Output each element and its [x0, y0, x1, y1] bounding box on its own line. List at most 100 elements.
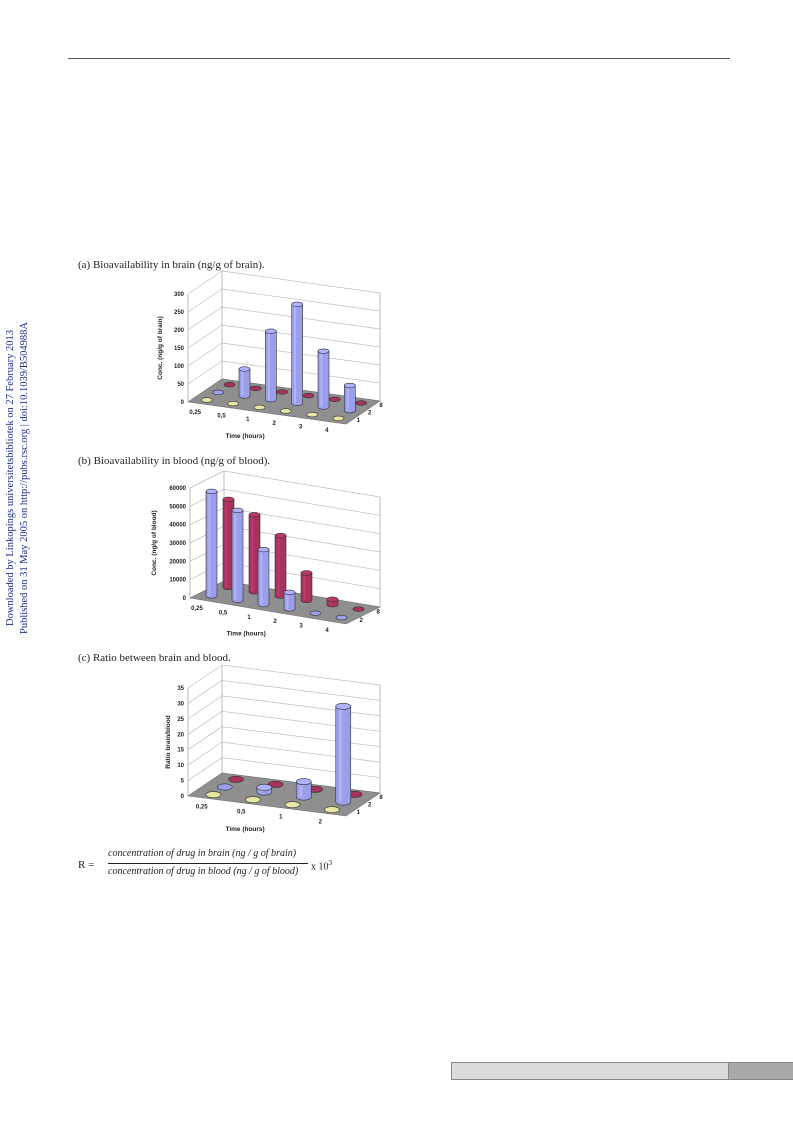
- data-bar: [256, 783, 273, 796]
- bar-body: [257, 549, 270, 608]
- depth-tick-label: 8: [379, 795, 383, 801]
- bar-top: [257, 546, 270, 553]
- bar-highlight: [339, 706, 342, 802]
- y-tick-label: 40000: [169, 523, 186, 529]
- x-axis-title: Time (hours): [225, 826, 264, 833]
- figure-caption-a: (a) Bioavailability in brain (ng/g of br…: [78, 259, 265, 271]
- gridline-back: [221, 710, 381, 732]
- bar-highlight: [346, 385, 349, 411]
- bar-highlight: [277, 535, 280, 597]
- formula-multiplier-text: x 10: [311, 861, 329, 873]
- publication-line: Published on 31 May 2005 on http://pubs.…: [19, 322, 30, 634]
- chart-floor: [187, 378, 381, 425]
- x-tick-label: 3: [299, 425, 303, 431]
- bar-top: [344, 382, 356, 389]
- y-tick-label: 60000: [169, 486, 186, 492]
- y-tick-label: 200: [174, 328, 185, 334]
- chart-brain-blood-ratio: 0 5 10 15 20 25 30 35 0,25 0,5 1 2 8 2 1 Ratio brain/bl…: [165, 664, 383, 833]
- bar-highlight: [260, 549, 263, 605]
- data-bar: [344, 382, 356, 414]
- x-tick-label: 2: [273, 619, 277, 625]
- figure-caption-c: (c) Ratio between brain and blood.: [78, 652, 231, 664]
- depth-tick-label: 8: [379, 403, 383, 409]
- y-tick-label: 30: [177, 701, 184, 707]
- x-tick-label: 0,25: [191, 606, 203, 612]
- y-tick-label: 35: [177, 686, 184, 692]
- formula-exponent: 3: [328, 859, 333, 867]
- depth-tick-label: 1: [357, 810, 361, 816]
- y-axis-title: Conc. (ng/g of blood): [151, 510, 158, 575]
- y-tick-label: 20000: [169, 559, 186, 565]
- x-tick-label: 0,25: [189, 410, 201, 416]
- zero-value-disc: [276, 389, 288, 395]
- x-tick-label: 4: [325, 428, 329, 434]
- gridline-side: [187, 342, 223, 367]
- download-line: Downloaded by Linkopings universitetsbib…: [5, 330, 16, 627]
- gridline-side: [187, 306, 223, 331]
- bar-highlight: [251, 514, 254, 592]
- gridline-side: [187, 757, 223, 781]
- bar-top: [335, 702, 352, 710]
- bar-top: [317, 348, 330, 354]
- formula-numerator: concentration of drug in brain (ng / g o…: [108, 848, 297, 859]
- zero-value-disc: [250, 385, 262, 391]
- bar-highlight: [241, 369, 244, 396]
- y-tick-label: 100: [174, 364, 185, 370]
- depth-tick-label: 1: [357, 418, 361, 424]
- depth-tick-label: 2: [368, 803, 372, 809]
- bar-highlight: [234, 510, 237, 601]
- ratio-formula: R = concentration of drug in brain (ng /…: [78, 846, 408, 882]
- x-tick-label: 2: [319, 820, 323, 826]
- data-bar: [265, 328, 277, 403]
- x-axis-title: Time (hours): [225, 433, 264, 440]
- zero-value-disc: [267, 780, 284, 788]
- chart-blood-bioavailability: 0 10000 20000 30000 40000 50000 60000 0,25 0,5 1 2…: [151, 470, 381, 638]
- header-rule: [68, 58, 730, 59]
- gridline-side: [187, 288, 223, 313]
- data-bar: [317, 348, 330, 410]
- gridline-back: [221, 680, 381, 701]
- x-tick-label: 0,25: [196, 805, 208, 811]
- bar-body: [317, 350, 330, 410]
- y-tick-label: 50: [177, 382, 184, 388]
- bar-top: [300, 570, 313, 576]
- y-tick-label: 30000: [169, 541, 186, 547]
- gridline-side: [187, 710, 223, 735]
- zero-value-disc: [201, 397, 213, 403]
- x-tick-label: 4: [325, 628, 329, 634]
- footer-bar: [451, 1062, 729, 1080]
- bar-body: [231, 510, 244, 603]
- gridline-back: [221, 741, 381, 763]
- depth-tick-label: 2: [368, 411, 372, 417]
- bar-body: [205, 491, 218, 599]
- bar-top: [256, 783, 273, 791]
- bar-top: [231, 507, 244, 514]
- bar-highlight: [320, 351, 323, 407]
- gridline-back: [221, 726, 381, 748]
- data-bar: [205, 488, 218, 599]
- y-tick-label: 10: [177, 763, 184, 769]
- bar-body: [238, 368, 251, 399]
- y-tick-label: 0: [181, 794, 185, 800]
- y-tick-label: 5: [181, 779, 185, 785]
- bar-top: [326, 596, 339, 602]
- x-axis-title: Time (hours): [227, 631, 266, 638]
- bar-highlight: [286, 592, 289, 609]
- zero-value-disc: [227, 401, 239, 407]
- gridline-side: [189, 470, 225, 489]
- y-tick-label: 0: [181, 400, 185, 406]
- bar-body: [265, 330, 277, 403]
- formula-denominator: concentration of drug in blood (ng / g o…: [108, 866, 299, 877]
- y-tick-label: 25: [177, 717, 184, 723]
- x-tick-label: 1: [279, 815, 283, 821]
- y-axis-title: Conc. (ng/g of brain): [157, 316, 164, 380]
- x-tick-label: 0,5: [217, 414, 226, 420]
- chart-brain-bioavailability: 0 50 100 150 200 250 300 0,25 0,5 1 2 3 4 8 2 1 Conc. (n…: [157, 270, 383, 440]
- x-tick-label: 1: [246, 417, 250, 423]
- bar-body: [283, 592, 296, 612]
- zero-value-disc: [216, 783, 233, 791]
- download-watermark: Downloaded by Linkopings universitetsbib…: [4, 318, 40, 638]
- gridline-side: [187, 270, 223, 295]
- zero-value-disc: [212, 389, 224, 395]
- y-axis-title: Ratio brain/blood: [165, 715, 172, 768]
